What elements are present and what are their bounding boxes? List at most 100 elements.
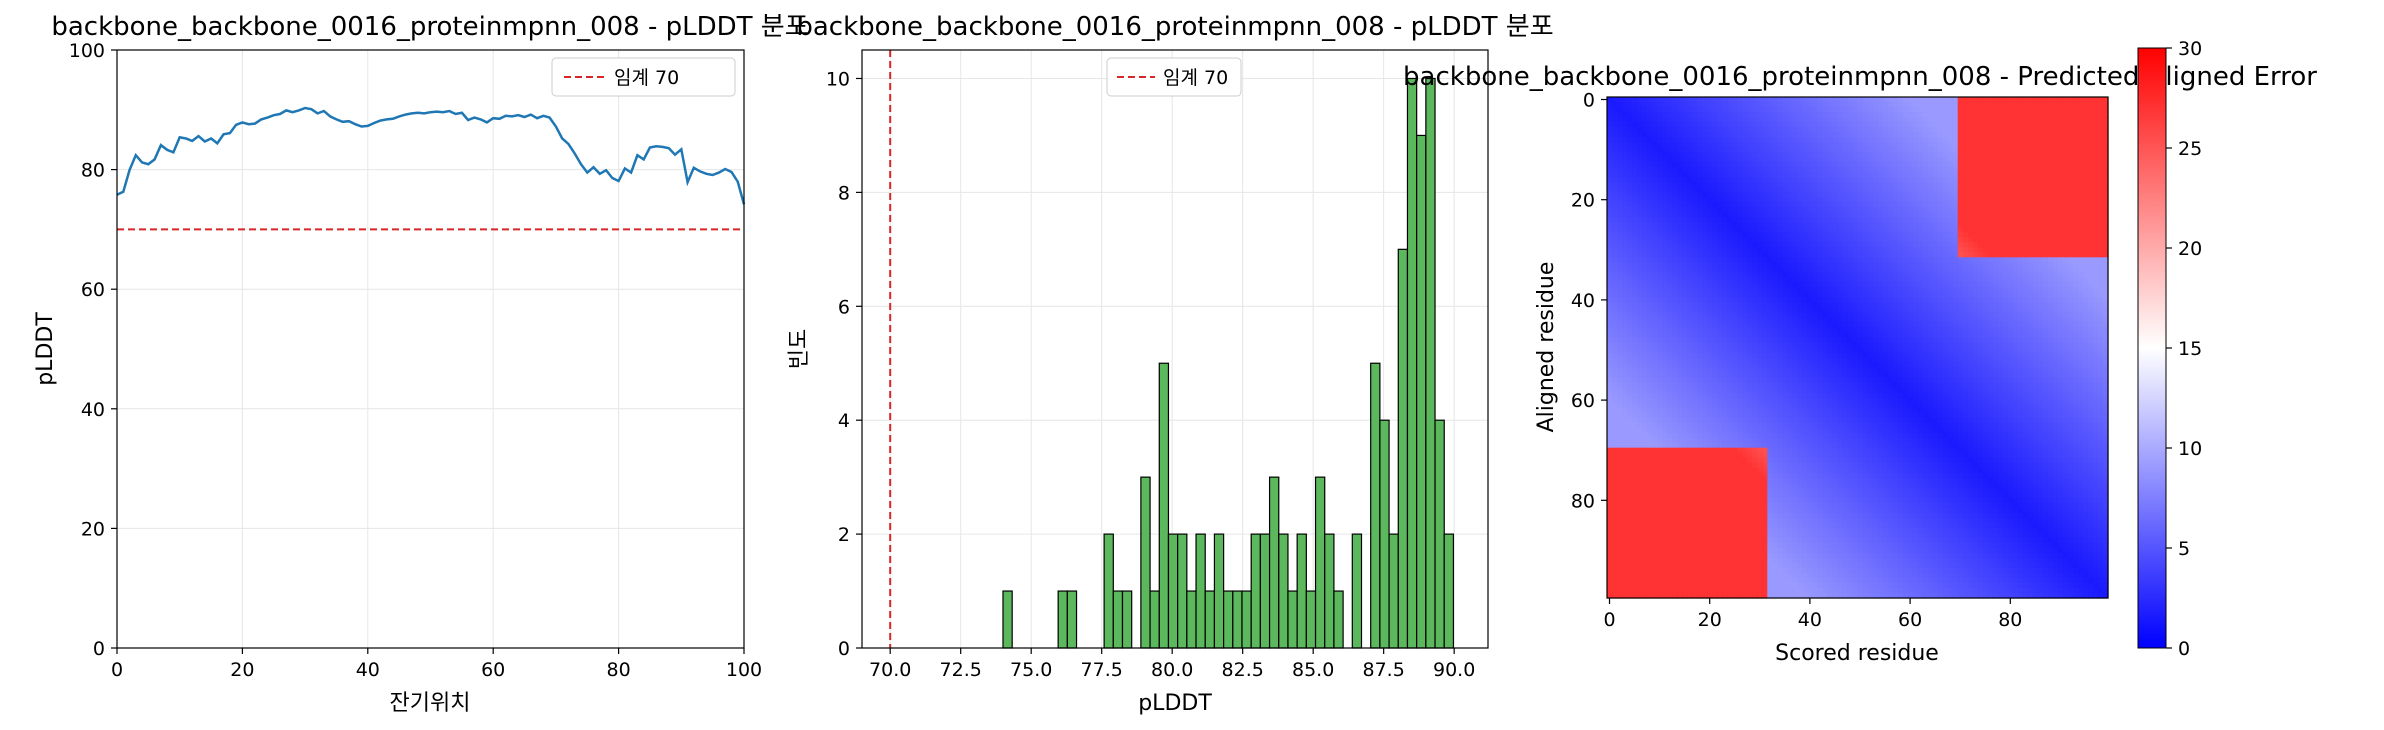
heatmap-cell [1757,182,1763,188]
heatmap-cell [1707,102,1713,108]
heatmap-cell [1767,162,1773,168]
heatmap-cell [1957,287,1964,293]
heatmap-cell [2077,292,2084,298]
heatmap-cell [1962,332,1969,339]
heatmap-cell [1962,167,1969,173]
heatmap-cell [1987,212,1994,218]
heatmap-cell [1992,177,1999,183]
heatmap-cell [1712,202,1718,208]
heatmap-cell [1997,237,2004,243]
heatmap-cell [1957,182,1964,188]
heatmap-cell [1942,167,1949,173]
heatmap-cell [2012,297,2019,304]
heatmap-cell [1617,202,1623,208]
heatmap-cell [1922,107,1929,113]
heatmap-cell [1632,322,1638,329]
heatmap-cell [1802,262,1808,268]
heatmap-cell [1857,327,1864,334]
heatmap-cell [2082,182,2089,188]
heatmap-cell [1697,322,1703,329]
heatmap-cell [2097,162,2104,168]
heatmap-cell [1777,297,1783,304]
heatmap-cell [1772,317,1778,324]
heatmap-cell [1822,97,1829,103]
heatmap-cell [1867,267,1874,273]
heatmap-cell [1852,147,1859,153]
heatmap-cell [1732,332,1738,339]
heatmap-cell [1982,262,1989,268]
heatmap-cell [1727,207,1733,213]
heatmap-cell [1947,247,1954,253]
heatmap-cell [1687,197,1693,203]
heatmap-cell [1647,312,1653,319]
heatmap-cell [1987,112,1994,118]
heatmap-cell [1962,222,1969,228]
heatmap-cell [2077,177,2084,183]
heatmap-cell [1847,182,1854,188]
heatmap-cell [2057,97,2064,103]
heatmap-cell [1982,127,1989,133]
heatmap-cell [1717,137,1723,143]
heatmap-cell [2097,212,2104,218]
heatmap-cell [1782,102,1788,108]
heatmap-cell [1652,322,1658,329]
heatmap-cell [1612,177,1618,183]
heatmap-cell [1722,162,1728,168]
heatmap-cell [2032,252,2039,258]
heatmap-cell [1862,227,1869,233]
heatmap-cell [1832,297,1839,304]
heatmap-cell [1802,97,1808,103]
heatmap-cell [1717,162,1723,168]
heatmap-cell [1842,162,1849,168]
heatmap-cell [2032,127,2039,133]
heatmap-cell [1997,137,2004,143]
heatmap-cell [1992,217,1999,223]
heatmap-cell [1782,272,1788,278]
heatmap-cell [1772,282,1778,288]
heatmap-cell [1962,287,1969,293]
heatmap-cell [1852,217,1859,223]
heatmap-cell [2082,117,2089,123]
heatmap-cell [1862,127,1869,133]
heatmap-cell [1862,287,1869,293]
heatmap-cell [1877,257,1884,263]
heatmap-cell [2027,197,2034,203]
heatmap-cell [1922,172,1929,178]
heatmap-cell [1972,212,1979,218]
heatmap-cell [1792,212,1798,218]
heatmap-cell [1897,167,1904,173]
heatmap-cell [2012,257,2019,263]
heatmap-cell [2072,137,2079,143]
heatmap-cell [1762,332,1768,339]
heatmap-cell [1712,97,1718,103]
heatmap-cell [1807,307,1814,314]
heatmap-cell [1822,317,1829,324]
heatmap-cell [1687,112,1693,118]
heatmap-cell [1727,332,1733,339]
heatmap-cell [1732,137,1738,143]
heatmap-cell [1847,242,1854,248]
heatmap-cell [1737,317,1743,324]
heatmap-cell [1797,327,1803,334]
heatmap-cell [1757,247,1763,253]
heatmap-cell [1657,322,1663,329]
heatmap-cell [2042,182,2049,188]
heatmap-cell [1712,172,1718,178]
heatmap-cell [1862,182,1869,188]
heatmap-cell [1622,177,1628,183]
histogram-ylabel: 빈도 [787,329,812,369]
line-chart-ylabel: pLDDT [33,312,58,386]
heatmap-cell [1732,187,1738,193]
heatmap-cell [2032,267,2039,273]
heatmap-cell [1697,252,1703,258]
heatmap-cell [2097,272,2104,278]
heatmap-cell [1912,262,1919,268]
heatmap-cell [1607,182,1613,188]
heatmap-cell [1872,287,1879,293]
heatmap-cell [1817,222,1824,228]
heatmap-cell [1662,312,1668,319]
heatmap-cell [1777,122,1783,128]
heatmap-cell [1867,162,1874,168]
heatmap-cell [2057,142,2064,148]
heatmap-cell [1692,262,1698,268]
